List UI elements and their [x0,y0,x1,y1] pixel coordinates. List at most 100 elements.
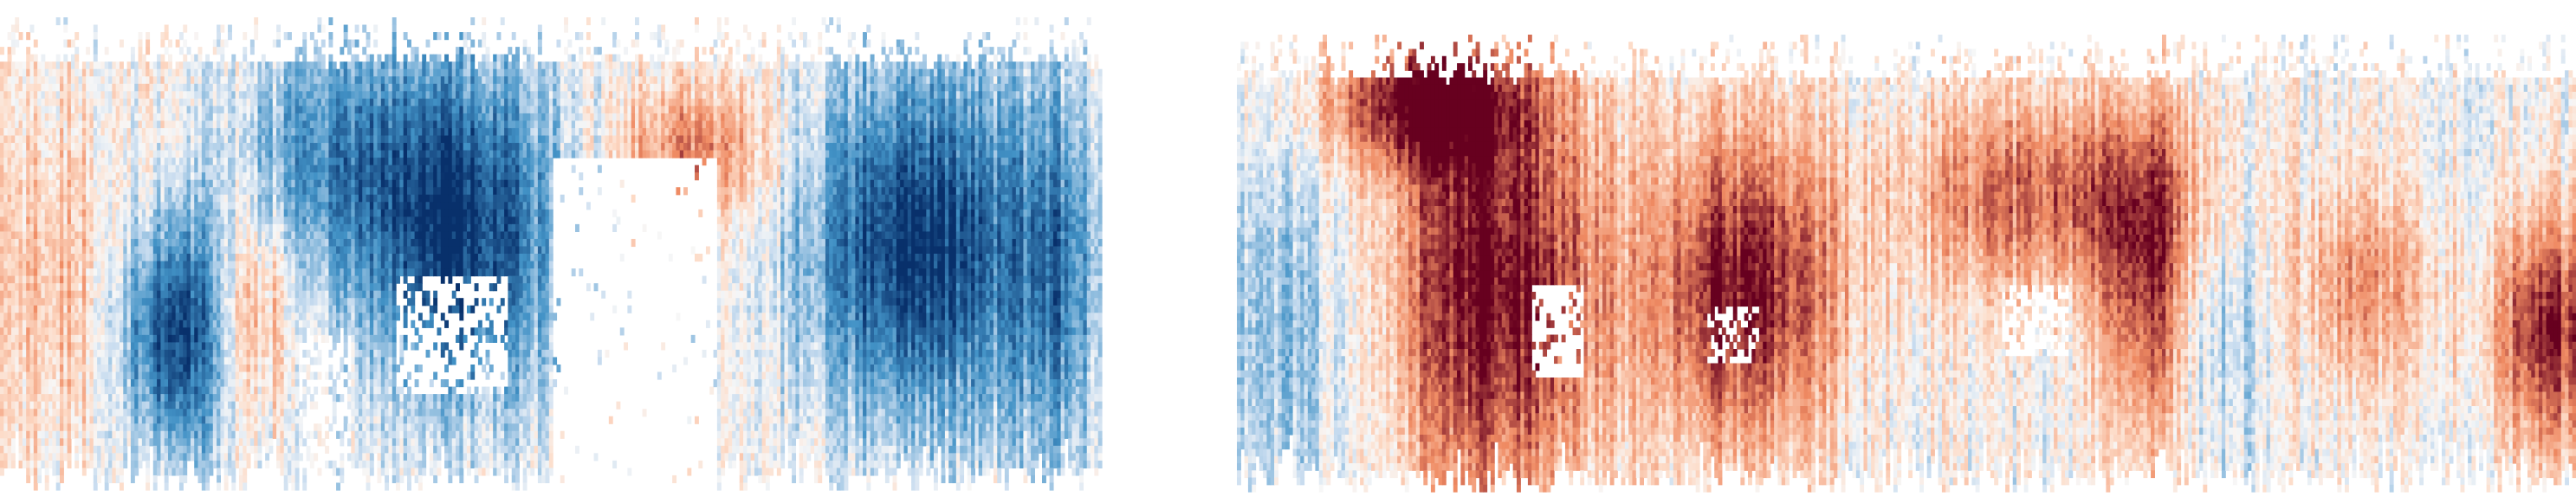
heatmap-cell [15,209,20,217]
heatmap-cell [115,120,120,129]
heatmap-cell [146,342,151,351]
heatmap-column [302,32,307,491]
heatmap-cell [283,238,288,248]
heatmap-cell [41,113,46,122]
heatmap-cell [18,158,23,166]
heatmap-cell [160,76,165,85]
heatmap-cell [141,158,146,166]
heatmap-cell [138,342,143,351]
heatmap-cell [67,327,72,336]
heatmap-cell [70,187,75,196]
heatmap-cell [238,202,243,210]
heatmap-cell [172,342,177,351]
heatmap-cell [3,120,9,129]
heatmap-cell [93,76,98,85]
heatmap-cell [81,268,87,277]
heatmap-cell [205,334,210,343]
heatmap-cell [261,254,266,262]
heatmap-cell [70,327,75,336]
heatmap-cell [18,275,23,284]
heatmap-cell [157,334,162,343]
heatmap-cell [294,91,300,100]
heatmap-cell [29,150,35,158]
heatmap-cell [209,98,214,106]
heatmap-cell [164,83,169,92]
heatmap-cell [67,202,72,210]
heatmap-cell [269,342,274,351]
heatmap-cell [41,283,46,292]
heatmap-cell [63,172,68,181]
heatmap-cell [108,194,113,203]
heatmap-cell [178,202,184,210]
heatmap-cell [269,172,274,181]
heatmap-cell [157,238,162,248]
heatmap-cell [217,24,221,33]
heatmap-cell [3,202,9,210]
heatmap-cell [141,120,146,129]
heatmap-cell [231,416,236,424]
heatmap-cell [243,357,248,365]
heatmap-cell [238,474,243,484]
heatmap-cell [172,298,177,307]
heatmap-cell [276,460,281,469]
heatmap-cell [254,275,259,284]
heatmap-cell [249,290,255,299]
heatmap-cell [276,120,281,129]
heatmap-cell [238,327,243,336]
heatmap-cell [59,357,64,365]
heatmap-cell [49,371,53,380]
heatmap-cell [112,194,117,203]
heatmap-cell [294,409,300,417]
heatmap-cell [220,401,225,410]
heatmap-cell [164,47,169,55]
heatmap-cell [93,127,98,137]
heatmap-cell [223,305,229,313]
heatmap-cell [220,460,225,469]
heatmap-cell [168,386,172,395]
heatmap-cell [276,61,281,70]
heatmap-cell [209,143,214,152]
heatmap-cell [257,143,262,152]
heatmap-cell [44,98,49,106]
heatmap-cell [63,371,68,380]
heatmap-cell [146,261,151,269]
heatmap-cell [37,98,42,106]
heatmap-cell [294,172,300,181]
heatmap-cell [231,268,236,277]
heatmap-cell [201,438,206,447]
heatmap-cell [261,371,266,380]
heatmap-cell [89,113,94,122]
heatmap-cell [317,76,322,85]
heatmap-cell [78,283,83,292]
heatmap-cell [55,275,61,284]
heatmap-cell [288,98,292,106]
heatmap-cell [280,209,285,217]
heatmap-cell [141,371,146,380]
heatmap-cell [26,47,31,55]
heatmap-cell [314,238,319,248]
heatmap-cell [168,357,172,365]
heatmap-cell [18,223,23,233]
heatmap-cell [134,364,139,373]
heatmap-cell [238,179,243,188]
heatmap-cell [320,24,326,33]
heatmap-cell [86,223,91,233]
heatmap-cell [288,135,292,144]
heatmap-cell [172,460,177,469]
heatmap-cell [212,290,217,299]
heatmap-cell [104,298,109,307]
heatmap-cell [254,290,259,299]
heatmap-cell [217,246,221,255]
heatmap-cell [26,83,31,92]
heatmap-cell [0,468,4,476]
heatmap-cell [119,216,124,225]
heatmap-cell [220,179,225,188]
heatmap-cell [26,268,31,277]
heatmap-cell [115,460,120,469]
heatmap-cell [86,158,91,166]
heatmap-cell [175,61,180,70]
heatmap-cell [18,268,23,277]
heatmap-cell [112,409,117,417]
heatmap-cell [52,268,57,277]
heatmap-cell [186,342,191,351]
